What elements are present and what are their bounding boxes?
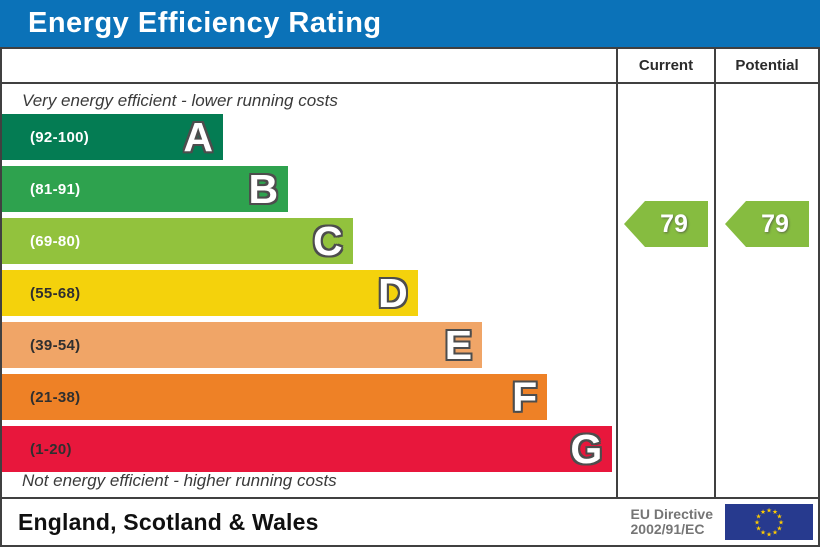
current-rating-value: 79 <box>660 209 688 238</box>
table-header-row: Current Potential <box>2 49 818 84</box>
svg-text:★: ★ <box>754 518 760 526</box>
svg-text:★: ★ <box>778 518 784 526</box>
band-letter: A <box>183 113 214 160</box>
title-bar: Energy Efficiency Rating <box>0 0 820 47</box>
svg-text:★: ★ <box>760 508 766 516</box>
current-column-label: Current <box>638 57 694 74</box>
table-body: Very energy efficient - lower running co… <box>2 84 818 497</box>
band-range-label: (69-80) <box>30 232 81 250</box>
header-current-cell: Current <box>618 49 716 82</box>
band-range-label: (39-54) <box>30 336 81 354</box>
eu-flag-rect <box>725 504 813 540</box>
band-row-f: (21-38) F <box>2 373 548 420</box>
top-note: Very energy efficient - lower running co… <box>22 91 338 110</box>
band-row-g: (1-20) G <box>2 425 613 472</box>
band-row-e: (39-54) E <box>2 321 483 368</box>
eu-directive-line2: 2002/91/EC <box>630 521 705 537</box>
band-letter: E <box>444 321 473 368</box>
svg-text:★: ★ <box>756 524 762 532</box>
page-title: Energy Efficiency Rating <box>28 7 382 39</box>
band-letter: C <box>312 217 343 264</box>
current-column: 79 <box>618 84 716 497</box>
band-range-label: (21-38) <box>30 388 81 406</box>
band-letter: F <box>512 373 538 420</box>
potential-rating-arrow: 79 <box>725 201 809 247</box>
region-label: England, Scotland & Wales <box>18 508 319 535</box>
eu-directive-label: EU Directive 2002/91/EC <box>631 507 713 537</box>
bottom-note: Not energy efficient - higher running co… <box>22 471 337 490</box>
current-rating-arrow: 79 <box>624 201 708 247</box>
band-letter: B <box>248 165 279 212</box>
band-letter: D <box>378 269 408 316</box>
potential-column: 79 <box>716 84 818 497</box>
band-row-d: (55-68) D <box>2 270 418 316</box>
svg-text:★: ★ <box>776 524 782 532</box>
band-range-label: (81-91) <box>30 180 81 198</box>
band-letter: G <box>570 425 603 472</box>
header-spacer-cell <box>2 49 618 82</box>
band-row-c: (69-80) C <box>2 218 353 264</box>
band-row-b: (81-91) B <box>2 165 289 212</box>
eu-directive-line1: EU Directive <box>630 506 713 522</box>
svg-text:★: ★ <box>776 512 782 520</box>
table-footer: England, Scotland & Wales EU Directive 2… <box>2 497 818 545</box>
svg-text:★: ★ <box>766 506 772 514</box>
band-range-label: (55-68) <box>30 284 81 302</box>
svg-text:★: ★ <box>766 530 772 538</box>
band-row-a: (92-100) A <box>2 113 224 160</box>
band-list: (92-100) A (81-91) B (69-80) C (55-68) D <box>2 114 616 478</box>
bands-column: Very energy efficient - lower running co… <box>2 84 618 497</box>
rating-table: Current Potential Very energy efficient … <box>0 47 820 547</box>
band-range-label: (92-100) <box>30 128 90 146</box>
band-range-label: (1-20) <box>30 440 72 458</box>
eu-flag-icon: ★ ★ ★ ★ ★ ★ ★ ★ ★ ★ ★ ★ <box>725 504 813 540</box>
svg-text:★: ★ <box>760 529 766 537</box>
potential-rating-value: 79 <box>761 209 789 238</box>
header-potential-cell: Potential <box>716 49 818 82</box>
potential-column-label: Potential <box>735 57 799 74</box>
svg-text:★: ★ <box>772 529 778 537</box>
svg-text:★: ★ <box>772 508 778 516</box>
svg-text:★: ★ <box>756 512 762 520</box>
